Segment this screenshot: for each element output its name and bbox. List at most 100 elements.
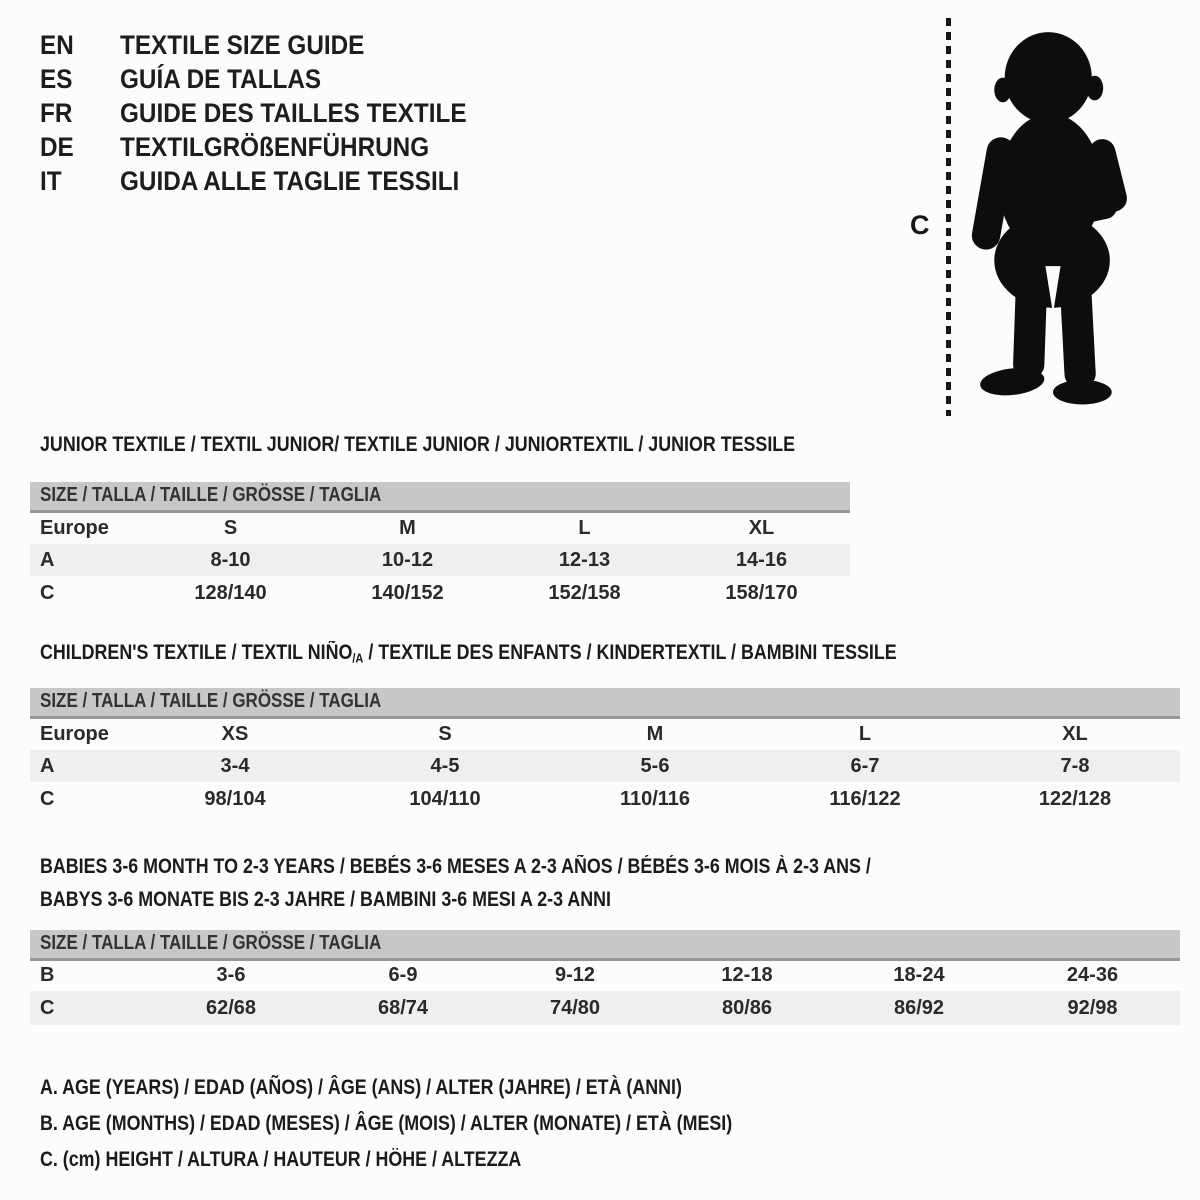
legend: A. AGE (YEARS) / EDAD (AÑOS) / ÂGE (ANS)… bbox=[40, 1070, 854, 1178]
toddler-silhouette bbox=[971, 32, 1127, 405]
size-cell: L bbox=[578, 516, 591, 539]
height-measure-dashed-line bbox=[946, 18, 951, 416]
babies-section-heading: BABIES 3-6 MONTH TO 2-3 YEARS / BEBÉS 3-… bbox=[40, 850, 1018, 916]
size-cell: 6-7 bbox=[760, 750, 970, 782]
table-row-b: B 3-6 6-9 9-12 12-18 18-24 24-36 bbox=[30, 959, 1180, 991]
size-cell: 104/110 bbox=[409, 787, 481, 810]
row-label: Europe bbox=[40, 722, 109, 745]
children-heading-sub: /A bbox=[352, 650, 364, 666]
size-cell: 18-24 bbox=[893, 964, 945, 987]
size-cell: 8-10 bbox=[142, 544, 319, 576]
language-title: TEXTILGRÖßENFÜHRUNG bbox=[120, 131, 430, 162]
size-cell: 6-9 bbox=[388, 964, 418, 987]
row-label: C bbox=[40, 581, 55, 604]
size-header-text: SIZE / TALLA / TAILLE / GRÖSSE / TAGLIA bbox=[40, 932, 382, 955]
legend-text: C. (cm) HEIGHT / ALTURA / HAUTEUR / HÖHE… bbox=[40, 1148, 522, 1171]
babies-size-table: SIZE / TALLA / TAILLE / GRÖSSE / TAGLIA … bbox=[30, 930, 1181, 1025]
row-label: B bbox=[40, 964, 55, 987]
size-cell: 152/158 bbox=[548, 581, 621, 604]
size-header-row: SIZE / TALLA / TAILLE / GRÖSSE / TAGLIA bbox=[30, 930, 1181, 961]
size-cell: 3-4 bbox=[130, 750, 340, 782]
size-cell: 158/170 bbox=[725, 581, 798, 604]
junior-size-table: SIZE / TALLA / TAILLE / GRÖSSE / TAGLIA … bbox=[30, 482, 850, 610]
size-header-row: SIZE / TALLA / TAILLE / GRÖSSE / TAGLIA bbox=[30, 482, 850, 513]
size-header-row: SIZE / TALLA / TAILLE / GRÖSSE / TAGLIA bbox=[30, 688, 1181, 719]
table-row-c: C 128/140 140/152 152/158 158/170 bbox=[30, 576, 850, 610]
size-cell: 14-16 bbox=[673, 544, 850, 576]
language-code: EN bbox=[40, 29, 74, 60]
language-code: IT bbox=[40, 165, 62, 196]
size-cell: 24-36 bbox=[1066, 964, 1119, 987]
row-label: Europe bbox=[40, 516, 109, 539]
junior-section-heading: JUNIOR TEXTILE / TEXTIL JUNIOR/ TEXTILE … bbox=[40, 432, 928, 458]
size-cell: 68/74 bbox=[317, 991, 489, 1025]
table-row-a: A 8-10 10-12 12-13 14-16 bbox=[30, 544, 850, 576]
language-row-fr: FR GUIDE DES TAILLES TEXTILE bbox=[40, 96, 505, 130]
size-cell: 7-8 bbox=[970, 750, 1181, 782]
children-section-heading: CHILDREN'S TEXTILE / TEXTIL NIÑO/A / TEX… bbox=[40, 640, 1048, 672]
size-cell: XS bbox=[221, 722, 249, 745]
size-cell: M bbox=[646, 722, 664, 745]
size-cell: M bbox=[399, 516, 416, 539]
legend-text: A. AGE (YEARS) / EDAD (AÑOS) / ÂGE (ANS)… bbox=[40, 1076, 682, 1099]
size-cell: 74/80 bbox=[489, 991, 661, 1025]
language-title: GUIDE DES TAILLES TEXTILE bbox=[120, 97, 467, 128]
height-measure-label: C bbox=[910, 210, 930, 240]
size-cell: 128/140 bbox=[194, 581, 267, 604]
language-title: GUIDA ALLE TAGLIE TESSILI bbox=[120, 165, 460, 196]
size-cell: S bbox=[438, 722, 452, 745]
size-cell: 3-6 bbox=[216, 964, 246, 987]
size-cell: XL bbox=[1062, 722, 1088, 745]
row-label: A bbox=[30, 544, 142, 576]
language-row-it: IT GUIDA ALLE TAGLIE TESSILI bbox=[40, 164, 505, 198]
size-header-text: SIZE / TALLA / TAILLE / GRÖSSE / TAGLIA bbox=[40, 690, 382, 713]
language-title: TEXTILE SIZE GUIDE bbox=[120, 29, 365, 60]
children-heading-text: CHILDREN'S TEXTILE / TEXTIL NIÑO bbox=[40, 641, 353, 664]
legend-item-a: A. AGE (YEARS) / EDAD (AÑOS) / ÂGE (ANS)… bbox=[40, 1070, 854, 1106]
children-heading-text: / TEXTILE DES ENFANTS / KINDERTEXTIL / B… bbox=[363, 641, 897, 664]
language-row-es: ES GUÍA DE TALLAS bbox=[40, 62, 505, 96]
size-cell: 4-5 bbox=[340, 750, 550, 782]
table-row-europe: Europe XS S M L XL bbox=[30, 717, 1180, 750]
size-cell: 12-13 bbox=[496, 544, 673, 576]
size-cell: 122/128 bbox=[1038, 787, 1112, 810]
size-cell: 86/92 bbox=[833, 991, 1005, 1025]
language-list: EN TEXTILE SIZE GUIDE ES GUÍA DE TALLAS … bbox=[40, 28, 505, 198]
legend-item-c: C. (cm) HEIGHT / ALTURA / HAUTEUR / HÖHE… bbox=[40, 1142, 854, 1178]
babies-heading-line2: BABYS 3-6 MONATE BIS 2-3 JAHRE / BAMBINI… bbox=[40, 888, 611, 911]
size-header-band: SIZE / TALLA / TAILLE / GRÖSSE / TAGLIA bbox=[30, 930, 1181, 961]
row-label: C bbox=[30, 991, 145, 1025]
size-header-band: SIZE / TALLA / TAILLE / GRÖSSE / TAGLIA bbox=[30, 688, 1181, 719]
junior-heading-text: JUNIOR TEXTILE / TEXTIL JUNIOR/ TEXTILE … bbox=[40, 433, 796, 456]
size-cell: 140/152 bbox=[371, 581, 444, 604]
legend-item-b: B. AGE (MONTHS) / EDAD (MESES) / ÂGE (MO… bbox=[40, 1106, 854, 1142]
legend-text: B. AGE (MONTHS) / EDAD (MESES) / ÂGE (MO… bbox=[40, 1112, 733, 1135]
language-code: FR bbox=[40, 97, 73, 128]
row-label: A bbox=[30, 750, 130, 782]
size-cell: 5-6 bbox=[550, 750, 760, 782]
size-cell: 98/104 bbox=[204, 787, 266, 810]
children-size-table: SIZE / TALLA / TAILLE / GRÖSSE / TAGLIA … bbox=[30, 688, 1181, 816]
table-row-europe: Europe S M L XL bbox=[30, 511, 850, 544]
table-row-c: C 62/68 68/74 74/80 80/86 86/92 92/98 bbox=[30, 991, 1181, 1025]
size-cell: 12-18 bbox=[721, 964, 773, 987]
row-label: C bbox=[40, 787, 55, 810]
size-cell: 116/122 bbox=[829, 787, 901, 810]
babies-heading-line1: BABIES 3-6 MONTH TO 2-3 YEARS / BEBÉS 3-… bbox=[40, 855, 871, 878]
language-title: GUÍA DE TALLAS bbox=[120, 63, 322, 94]
language-code: DE bbox=[40, 131, 74, 162]
size-cell: XL bbox=[748, 516, 775, 539]
table-row-c: C 98/104 104/110 110/116 116/122 122/128 bbox=[30, 782, 1180, 816]
size-cell: 9-12 bbox=[554, 964, 596, 987]
size-cell: S bbox=[223, 516, 238, 539]
language-row-en: EN TEXTILE SIZE GUIDE bbox=[40, 28, 505, 62]
size-cell: L bbox=[858, 722, 872, 745]
table-row-a: A 3-4 4-5 5-6 6-7 7-8 bbox=[30, 750, 1181, 782]
size-cell: 110/116 bbox=[619, 787, 691, 810]
language-code: ES bbox=[40, 63, 73, 94]
size-cell: 10-12 bbox=[319, 544, 496, 576]
language-row-de: DE TEXTILGRÖßENFÜHRUNG bbox=[40, 130, 505, 164]
size-header-text: SIZE / TALLA / TAILLE / GRÖSSE / TAGLIA bbox=[40, 484, 382, 507]
size-cell: 80/86 bbox=[661, 991, 833, 1025]
